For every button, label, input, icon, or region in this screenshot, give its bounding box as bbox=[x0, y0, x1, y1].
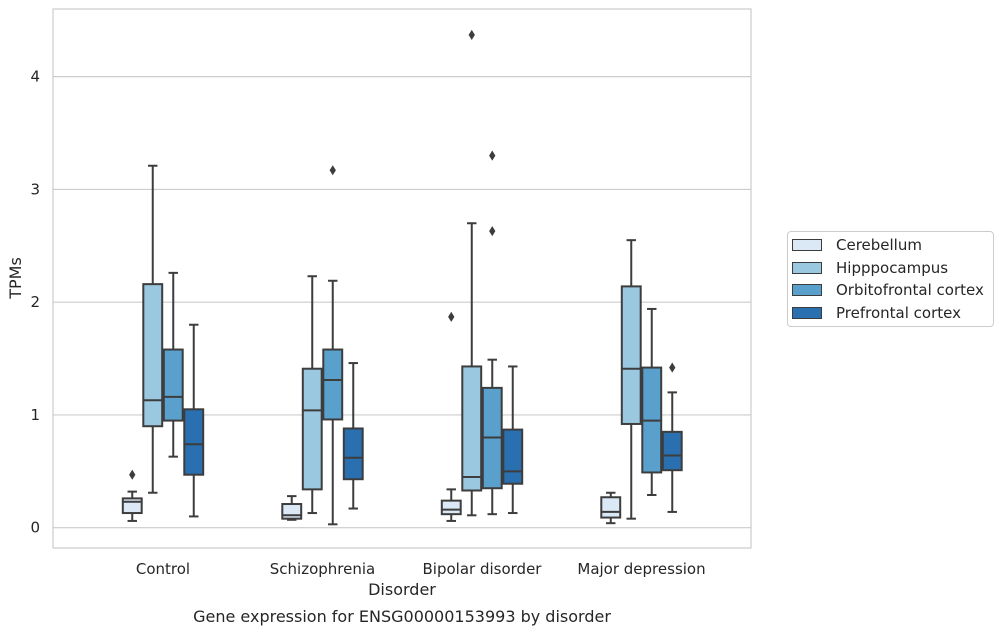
y-tick-label: 4 bbox=[30, 68, 40, 86]
iqr-box bbox=[281, 503, 303, 520]
x-tick-label: Bipolar disorder bbox=[423, 560, 543, 578]
legend-swatch-prefrontal-cortex bbox=[792, 307, 822, 319]
legend-item-hippocampus: Hipppocampus bbox=[792, 258, 948, 278]
box-hipppocampus bbox=[620, 239, 642, 520]
legend-label: Hipppocampus bbox=[836, 259, 949, 277]
box-prefrontal-cortex bbox=[661, 362, 683, 513]
box-hipppocampus bbox=[301, 275, 323, 515]
iqr-box bbox=[301, 367, 323, 491]
boxes bbox=[121, 29, 683, 526]
iqr-box bbox=[142, 283, 164, 428]
iqr-box bbox=[461, 365, 483, 492]
x-axis-label: Disorder bbox=[368, 580, 436, 599]
outlier-point bbox=[129, 469, 136, 480]
legend-item-cerebellum: Cerebellum bbox=[792, 235, 922, 255]
box-cerebellum bbox=[600, 491, 622, 525]
outlier-point bbox=[489, 150, 496, 161]
y-tick-label: 3 bbox=[30, 180, 40, 198]
box-hipppocampus bbox=[142, 164, 164, 494]
box-hipppocampus bbox=[461, 29, 483, 517]
box-prefrontal-cortex bbox=[342, 362, 364, 510]
iqr-box bbox=[162, 348, 184, 422]
box-cerebellum bbox=[440, 311, 462, 522]
iqr-box bbox=[502, 428, 524, 485]
outlier-point bbox=[669, 362, 676, 373]
outlier-point bbox=[329, 165, 336, 176]
plot-frame bbox=[52, 8, 752, 549]
legend-item-orbitofrontal-cortex: Orbitofrontal cortex bbox=[792, 280, 984, 300]
legend-label: Prefrontal cortex bbox=[836, 304, 961, 322]
x-tick-label: Schizophrenia bbox=[270, 560, 375, 578]
legend-label: Orbitofrontal cortex bbox=[836, 281, 984, 299]
box-orbitofrontal-cortex bbox=[322, 165, 344, 526]
y-tick-label: 1 bbox=[30, 406, 40, 424]
box-cerebellum bbox=[121, 469, 143, 522]
box-orbitofrontal-cortex bbox=[481, 150, 503, 516]
x-tick-label: Major depression bbox=[577, 560, 705, 578]
iqr-box bbox=[121, 497, 143, 515]
outlier-point bbox=[468, 29, 475, 40]
legend-swatch-orbitofrontal-cortex bbox=[792, 284, 822, 296]
box-orbitofrontal-cortex bbox=[641, 307, 663, 497]
legend: Cerebellum Hipppocampus Orbitofrontal co… bbox=[787, 231, 994, 327]
iqr-box bbox=[600, 496, 622, 519]
outlier-point bbox=[448, 311, 455, 322]
iqr-box bbox=[183, 408, 205, 476]
figure-caption: Gene expression for ENSG00000153993 by d… bbox=[193, 607, 611, 626]
box-cerebellum bbox=[281, 495, 303, 521]
x-tick-labels: Control Schizophrenia Bipolar disorder Majo… bbox=[136, 560, 706, 578]
legend-label: Cerebellum bbox=[836, 236, 922, 254]
y-tick-label: 2 bbox=[30, 293, 40, 311]
iqr-box bbox=[342, 427, 364, 481]
y-tick-label: 0 bbox=[30, 519, 40, 537]
legend-item-prefrontal-cortex: Prefrontal cortex bbox=[792, 303, 961, 323]
iqr-box bbox=[322, 348, 344, 421]
y-axis-label: TPMs bbox=[6, 257, 25, 300]
iqr-box bbox=[620, 285, 642, 425]
legend-swatch-hippocampus bbox=[792, 262, 822, 274]
x-tick-label: Control bbox=[136, 560, 190, 578]
iqr-box bbox=[661, 430, 683, 472]
outlier-point bbox=[489, 226, 496, 237]
legend-swatch-cerebellum bbox=[792, 239, 822, 251]
box-prefrontal-cortex bbox=[183, 323, 205, 518]
box-prefrontal-cortex bbox=[502, 365, 524, 515]
iqr-box bbox=[440, 499, 462, 516]
y-tick-labels: 0 1 2 3 4 bbox=[30, 68, 40, 537]
box-orbitofrontal-cortex bbox=[162, 271, 184, 458]
